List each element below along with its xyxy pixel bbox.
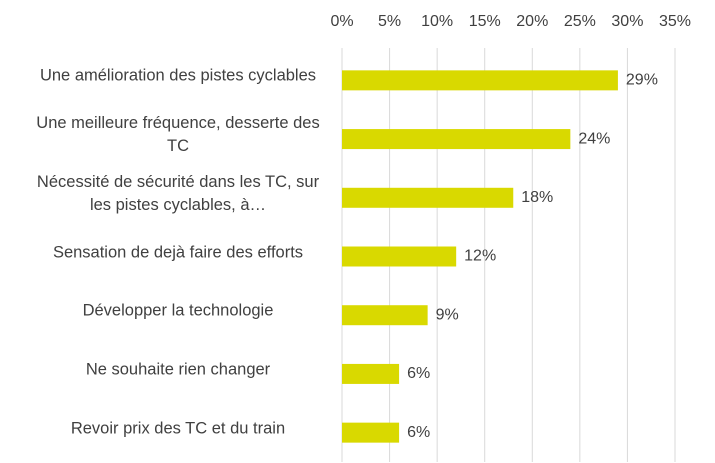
- value-label: 12%: [464, 248, 496, 265]
- x-tick-label: 20%: [516, 13, 548, 30]
- x-tick-label: 10%: [421, 13, 453, 30]
- x-tick-label: 15%: [469, 13, 501, 30]
- category-label: Sensation de dejà faire des efforts: [52, 243, 304, 261]
- category-label: Nécessité de sécurité dans les TC, sur l…: [36, 172, 320, 214]
- value-label: 6%: [407, 365, 430, 382]
- value-label: 29%: [626, 72, 658, 89]
- bar: [342, 305, 428, 326]
- bar: [342, 187, 514, 208]
- x-tick-label: 5%: [378, 13, 401, 30]
- value-label: 18%: [521, 189, 553, 206]
- bar: [342, 246, 457, 267]
- x-tick-label: 0%: [330, 13, 353, 30]
- value-label: 6%: [407, 424, 430, 441]
- x-tick-label: 30%: [611, 13, 643, 30]
- category-label: Une meilleure fréquence, desserte des TC: [36, 114, 320, 156]
- bar: [342, 422, 400, 443]
- category-label: Ne souhaite rien changer: [85, 360, 271, 379]
- value-label: 24%: [578, 130, 610, 147]
- value-label: 9%: [436, 306, 459, 323]
- category-label: Revoir prix des TC et du train: [70, 419, 286, 438]
- x-tick-label: 35%: [659, 13, 691, 30]
- category-label: Une amélioration des pistes cyclables: [39, 66, 317, 85]
- bar: [342, 363, 400, 384]
- category-label: Développer la technologie: [82, 301, 274, 320]
- bar: [342, 70, 618, 91]
- x-tick-label: 25%: [564, 13, 596, 30]
- bar: [342, 129, 571, 150]
